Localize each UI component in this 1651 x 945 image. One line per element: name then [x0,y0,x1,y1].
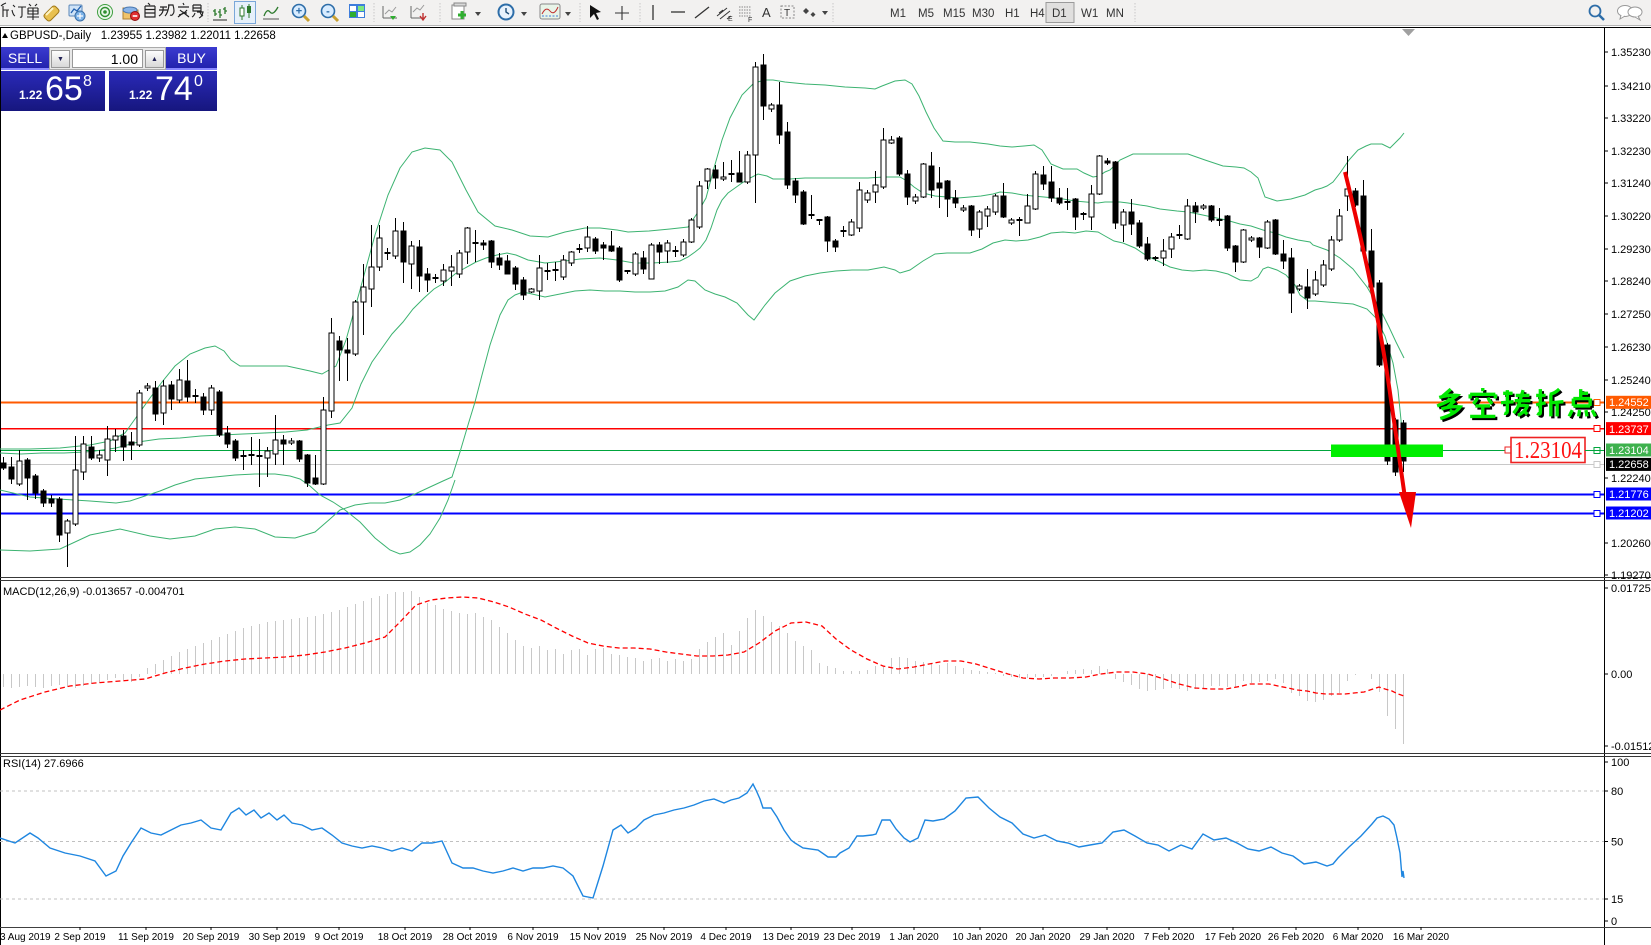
svg-text:16 Mar 2020: 16 Mar 2020 [1393,932,1450,943]
svg-text:15 Nov 2019: 15 Nov 2019 [570,932,627,943]
svg-text:M30: M30 [972,8,994,20]
svg-text:20 Jan 2020: 20 Jan 2020 [1015,932,1070,943]
svg-text:18 Oct 2019: 18 Oct 2019 [378,932,433,943]
svg-text:1.25240: 1.25240 [1611,375,1651,387]
svg-text:H4: H4 [1030,8,1045,20]
svg-text:23 Dec 2019: 23 Dec 2019 [824,932,881,943]
svg-text:28 Oct 2019: 28 Oct 2019 [443,932,498,943]
svg-text:1.21776: 1.21776 [1609,489,1649,501]
svg-text:MACD(12,26,9) -0.013657 -0.004: MACD(12,26,9) -0.013657 -0.004701 [3,586,185,598]
svg-text:15: 15 [1611,894,1623,906]
svg-text:2 Sep 2019: 2 Sep 2019 [54,932,106,943]
svg-text:1.30220: 1.30220 [1611,211,1651,223]
svg-text:RSI(14) 27.6966: RSI(14) 27.6966 [3,758,84,770]
svg-text:1.22240: 1.22240 [1611,473,1651,485]
svg-text:30 Sep 2019: 30 Sep 2019 [249,932,306,943]
svg-text:E: E [728,16,733,23]
svg-text:1.32230: 1.32230 [1611,146,1651,158]
svg-text:1.22658: 1.22658 [1609,459,1649,471]
svg-text:0.017252: 0.017252 [1611,583,1651,595]
svg-text:13 Dec 2019: 13 Dec 2019 [763,932,820,943]
svg-text:7 Feb 2020: 7 Feb 2020 [1144,932,1195,943]
svg-text:26 Feb 2020: 26 Feb 2020 [1268,932,1325,943]
svg-text:17 Feb 2020: 17 Feb 2020 [1205,932,1262,943]
svg-text:+: + [296,6,302,18]
svg-text:M15: M15 [943,8,965,20]
svg-text:1 Jan 2020: 1 Jan 2020 [889,932,939,943]
svg-text:T: T [784,8,790,19]
svg-text:1.35230: 1.35230 [1611,47,1651,59]
svg-text:1.24552: 1.24552 [1609,397,1649,409]
svg-text:6 Mar 2020: 6 Mar 2020 [1333,932,1384,943]
svg-text:1.21202: 1.21202 [1609,508,1649,520]
svg-text:A: A [762,5,771,20]
svg-text:1.24250: 1.24250 [1611,407,1651,419]
svg-text:29 Jan 2020: 29 Jan 2020 [1079,932,1134,943]
svg-text:-0.015128: -0.015128 [1611,741,1651,753]
svg-text:H1: H1 [1005,8,1020,20]
svg-text:3 Aug 2019: 3 Aug 2019 [0,932,51,943]
svg-text:9 Oct 2019: 9 Oct 2019 [315,932,364,943]
svg-text:D1: D1 [1052,8,1067,20]
svg-text:80: 80 [1611,786,1623,798]
svg-text:1.29230: 1.29230 [1611,244,1651,256]
svg-text:MN: MN [1106,8,1124,20]
svg-text:1.23104: 1.23104 [1609,445,1649,457]
svg-text:1.20260: 1.20260 [1611,538,1651,550]
svg-text:W1: W1 [1081,8,1098,20]
svg-text:20 Sep 2019: 20 Sep 2019 [183,932,240,943]
svg-text:11 Sep 2019: 11 Sep 2019 [118,932,174,943]
svg-text:1.19270: 1.19270 [1611,570,1651,582]
svg-text:1.33220: 1.33220 [1611,113,1651,125]
svg-text:10 Jan 2020: 10 Jan 2020 [952,932,1007,943]
svg-text:M1: M1 [890,8,906,20]
svg-text:0.00: 0.00 [1611,669,1632,681]
svg-text:1.26230: 1.26230 [1611,342,1651,354]
svg-text:1.28240: 1.28240 [1611,276,1651,288]
svg-text:F: F [748,17,752,24]
svg-text:4 Dec 2019: 4 Dec 2019 [700,932,752,943]
svg-text:-: - [326,6,330,18]
svg-text:0: 0 [1611,916,1617,928]
svg-text:50: 50 [1611,837,1623,849]
svg-text:25 Nov 2019: 25 Nov 2019 [636,932,693,943]
svg-text:6 Nov 2019: 6 Nov 2019 [507,932,559,943]
svg-text:1.27250: 1.27250 [1611,309,1651,321]
svg-text:1.23737: 1.23737 [1609,424,1649,436]
svg-text:1.31240: 1.31240 [1611,178,1651,190]
svg-text:100: 100 [1611,757,1629,769]
svg-text:1.34210: 1.34210 [1611,81,1651,93]
svg-text:M5: M5 [918,8,934,20]
svg-text:1.23104: 1.23104 [1514,438,1582,464]
